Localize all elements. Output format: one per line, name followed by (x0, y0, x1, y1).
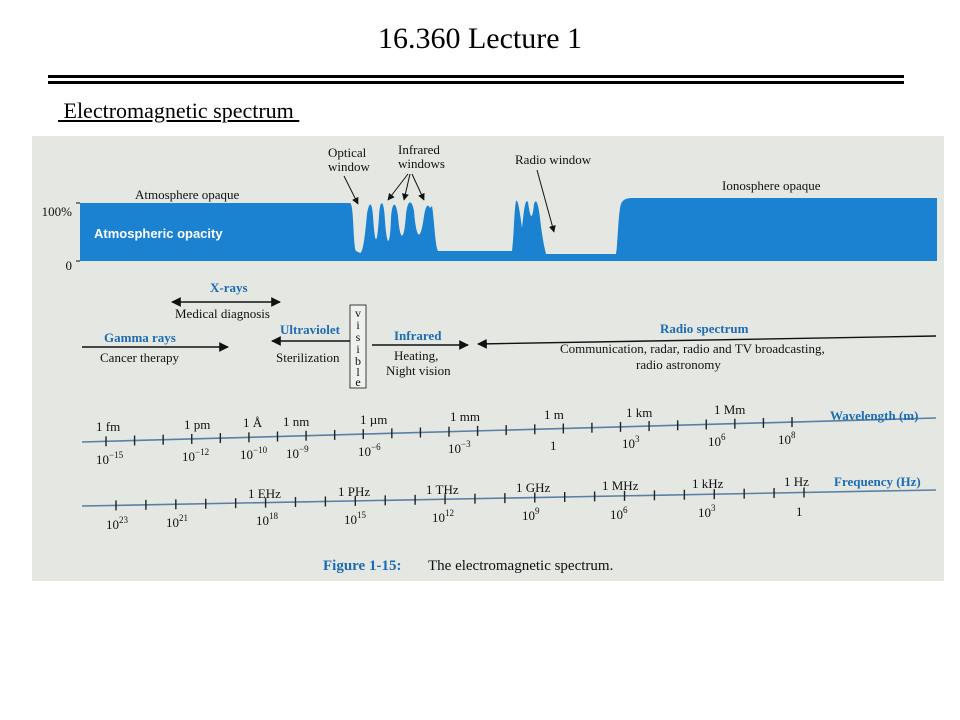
slide-subtitle: Electromagnetic spectrum (58, 98, 300, 123)
unit-label-1mm: 1 mm (450, 409, 480, 424)
wl-power-label: 10−10 (240, 445, 268, 462)
atmospheric-opacity-label: Atmospheric opacity (94, 226, 223, 241)
fq-power-label: 1021 (166, 513, 188, 530)
wl-power-label: 106 (708, 432, 726, 449)
fq-power-label: 1012 (432, 508, 454, 525)
xrays-label: X-rays (210, 280, 248, 295)
infrared-label: Infrared (394, 328, 442, 343)
fq-power-label: 106 (610, 505, 628, 522)
infrared-windows-label-1: Infrared (398, 142, 440, 157)
unit-label-1Hz: 1 Hz (784, 474, 809, 489)
infrared-windows-label-2: windows (398, 156, 445, 171)
wavelength-ticks (105, 417, 793, 447)
title-divider-bottom (48, 81, 904, 84)
slide-title: 16.360 Lecture 1 (377, 22, 583, 55)
visible-letter: b (355, 354, 361, 368)
visible-letter: e (355, 375, 360, 389)
visible-letter: s (356, 330, 361, 344)
radio-use-line-1: Communication, radar, radio and TV broad… (560, 341, 825, 356)
optical-window-label-1: Optical (328, 145, 367, 160)
wavelength-axis: Wavelength (m) 1 fm 1 pm 1 Å 1 nm 1 µm 1… (81, 402, 937, 467)
radio-window-label: Radio window (515, 152, 592, 167)
visible-letter: i (356, 318, 360, 332)
radio-spectrum-label: Radio spectrum (660, 321, 749, 336)
unit-label-1GHz: 1 GHz (516, 480, 551, 495)
frequency-ticks (115, 487, 805, 511)
unit-label-1nm: 1 nm (283, 414, 309, 429)
caption-text: The electromagnetic spectrum. (428, 558, 613, 574)
wavelength-axis-line (81, 417, 937, 443)
medical-diagnosis-label: Medical diagnosis (175, 306, 270, 321)
unit-label-1fm: 1 fm (96, 419, 120, 434)
atmosphere-opaque-label: Atmosphere opaque (135, 187, 240, 202)
gamma-rays-label: Gamma rays (104, 330, 176, 345)
visible-letter: i (356, 342, 360, 356)
wl-power-label: 10−9 (286, 444, 309, 461)
spectrum-figure: 100% 0 Atmospheric opacity Atmosphere op… (32, 136, 944, 581)
radio-use-line-2: radio astronomy (636, 357, 721, 372)
unit-label-1PHz: 1 PHz (338, 484, 370, 499)
unit-label-1pm: 1 pm (184, 417, 210, 432)
fq-power-label: 109 (522, 506, 540, 523)
unit-label-1kHz: 1 kHz (692, 476, 724, 491)
y-axis-100-label: 100% (42, 204, 73, 219)
night-vision-label: Night vision (386, 363, 451, 378)
fq-power-label: 1 (796, 504, 803, 519)
unit-label-1Mm: 1 Mm (714, 402, 745, 417)
unit-label-1km: 1 km (626, 405, 652, 420)
wl-power-label: 10−12 (182, 447, 209, 464)
visible-band-box (349, 304, 367, 389)
unit-label-1m: 1 m (544, 407, 564, 422)
visible-letter: v (355, 306, 361, 320)
ionosphere-opaque-label: Ionosphere opaque (722, 178, 821, 193)
unit-label-1um: 1 µm (360, 412, 387, 427)
unit-label-1MHz: 1 MHz (602, 478, 639, 493)
visible-letter: l (356, 365, 360, 379)
unit-label-1THz: 1 THz (426, 482, 459, 497)
caption-label: Figure 1-15: (323, 558, 401, 574)
figure-caption: Figure 1-15: The electromagnetic spectru… (323, 558, 613, 574)
frequency-axis-label: Frequency (Hz) (834, 474, 921, 489)
wl-power-label: 10−15 (96, 450, 124, 467)
heating-label: Heating, (394, 348, 438, 363)
opacity-panel: 100% 0 Atmospheric opacity Atmosphere op… (42, 142, 937, 273)
wl-power-label: 103 (622, 434, 640, 451)
wavelength-axis-label: Wavelength (m) (830, 408, 918, 423)
unit-label-1EHz: 1 EHz (248, 486, 281, 501)
fq-power-label: 1023 (106, 515, 129, 532)
wl-power-label: 10−6 (358, 442, 381, 459)
frequency-axis-line (81, 489, 937, 507)
unit-label-1-angstrom: 1 Å (243, 415, 263, 430)
ultraviolet-label: Ultraviolet (280, 322, 341, 337)
bands-panel: X-rays Medical diagnosis Gamma rays Canc… (82, 280, 937, 389)
cancer-therapy-label: Cancer therapy (100, 350, 180, 365)
fq-power-label: 1015 (344, 510, 367, 527)
fq-power-label: 103 (698, 503, 716, 520)
y-axis-0-label: 0 (66, 258, 73, 273)
wl-power-label: 10−3 (448, 439, 471, 456)
atmospheric-opacity-area (80, 198, 937, 261)
wl-power-label: 1 (550, 438, 557, 453)
optical-window-label-2: window (328, 159, 371, 174)
title-divider-top (48, 75, 904, 78)
sterilization-label: Sterilization (276, 350, 340, 365)
wl-power-label: 108 (778, 430, 796, 447)
visible-letters: v i s i b l e (355, 306, 361, 389)
frequency-axis: Frequency (Hz) 1 EHz 1 PHz 1 THz 1 GHz 1… (81, 474, 937, 532)
fq-power-label: 1018 (256, 511, 279, 528)
